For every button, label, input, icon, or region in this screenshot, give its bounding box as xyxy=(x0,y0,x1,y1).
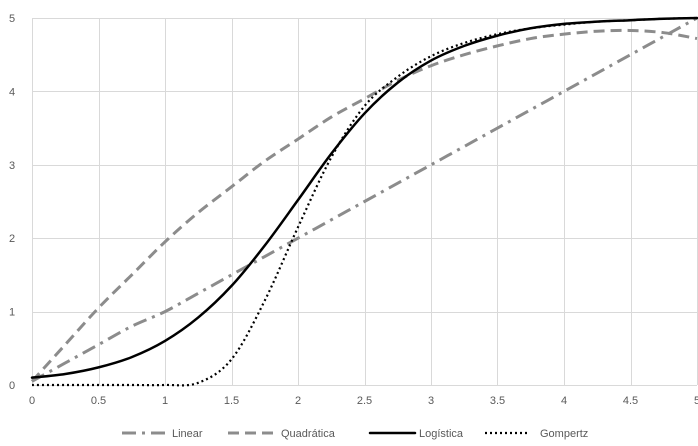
x-tick-label: 4 xyxy=(561,395,567,407)
x-tick-label: 0.5 xyxy=(91,395,106,407)
series-line-linear xyxy=(31,16,698,383)
y-tick-label: 5 xyxy=(9,13,15,25)
y-tick-label: 2 xyxy=(9,233,15,245)
legend: Linear Quadrática Logística Gompertz xyxy=(122,428,588,440)
x-tick-label: 2.5 xyxy=(357,395,372,407)
legend-label-logistica: Logística xyxy=(419,428,464,440)
series-line-gompertz xyxy=(32,16,698,387)
y-tick-label: 4 xyxy=(9,86,15,98)
x-tick-label: 5 xyxy=(694,395,698,407)
x-tick-label: 3.5 xyxy=(490,395,505,407)
y-tick-label: 3 xyxy=(9,160,15,172)
series-line-quadratica xyxy=(30,28,698,383)
legend-label-linear: Linear xyxy=(172,428,203,440)
legend-label-quadratica: Quadrática xyxy=(281,428,336,440)
axes: 0 0.5 1 1.5 2 2.5 3 3.5 4 4.5 5 0 1 2 3 4 5 xyxy=(9,13,698,407)
x-tick-label: 4.5 xyxy=(623,395,638,407)
series-group xyxy=(30,16,698,387)
y-tick-label: 0 xyxy=(9,380,15,392)
x-tick-label: 1 xyxy=(162,395,168,407)
y-tick-label: 1 xyxy=(9,307,15,319)
series-line-logistica xyxy=(30,16,698,379)
x-tick-label: 1.5 xyxy=(224,395,239,407)
legend-label-gompertz: Gompertz xyxy=(540,428,588,440)
x-tick-label: 3 xyxy=(428,395,434,407)
x-tick-label: 0 xyxy=(29,395,35,407)
x-tick-label: 2 xyxy=(295,395,301,407)
